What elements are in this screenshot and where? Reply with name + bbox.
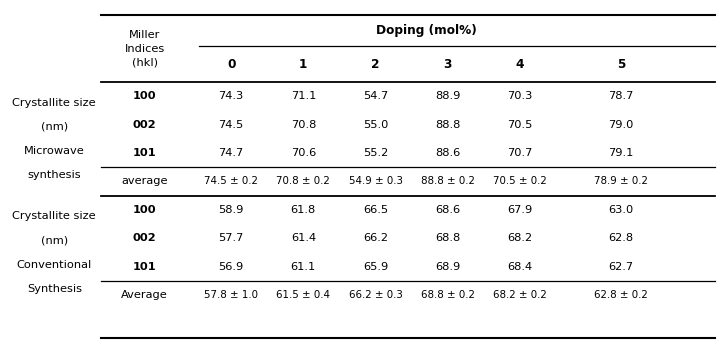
Text: 2: 2 bbox=[371, 57, 379, 71]
Text: 68.2: 68.2 bbox=[507, 233, 532, 243]
Text: 100: 100 bbox=[133, 205, 156, 215]
Text: 65.9: 65.9 bbox=[363, 262, 388, 272]
Text: Crystallite size: Crystallite size bbox=[12, 98, 96, 108]
Text: 74.7: 74.7 bbox=[219, 148, 244, 158]
Text: 88.8 ± 0.2: 88.8 ± 0.2 bbox=[421, 176, 475, 186]
Text: 61.4: 61.4 bbox=[291, 233, 316, 243]
Text: Synthesis: Synthesis bbox=[27, 284, 82, 294]
Text: 61.1: 61.1 bbox=[291, 262, 316, 272]
Text: 1: 1 bbox=[299, 57, 308, 71]
Text: 78.9 ± 0.2: 78.9 ± 0.2 bbox=[594, 176, 648, 186]
Text: 62.8: 62.8 bbox=[608, 233, 633, 243]
Text: 79.1: 79.1 bbox=[608, 148, 634, 158]
Text: Microwave: Microwave bbox=[24, 146, 84, 156]
Text: 70.7: 70.7 bbox=[507, 148, 533, 158]
Text: 71.1: 71.1 bbox=[291, 91, 316, 101]
Text: 68.6: 68.6 bbox=[435, 205, 460, 215]
Text: 54.9 ± 0.3: 54.9 ± 0.3 bbox=[348, 176, 403, 186]
Text: average: average bbox=[121, 176, 168, 186]
Text: 79.0: 79.0 bbox=[608, 120, 634, 130]
Text: 5: 5 bbox=[616, 57, 625, 71]
Text: 002: 002 bbox=[133, 233, 156, 243]
Text: 68.9: 68.9 bbox=[435, 262, 460, 272]
Text: 68.4: 68.4 bbox=[507, 262, 532, 272]
Text: 54.7: 54.7 bbox=[363, 91, 388, 101]
Text: 74.5: 74.5 bbox=[219, 120, 244, 130]
Text: 74.3: 74.3 bbox=[219, 91, 244, 101]
Text: Doping (mol%): Doping (mol%) bbox=[376, 24, 476, 37]
Text: 57.7: 57.7 bbox=[218, 233, 244, 243]
Text: 88.6: 88.6 bbox=[435, 148, 460, 158]
Text: 58.9: 58.9 bbox=[218, 205, 244, 215]
Text: 68.8 ± 0.2: 68.8 ± 0.2 bbox=[421, 290, 475, 300]
Text: 61.8: 61.8 bbox=[291, 205, 316, 215]
Text: 101: 101 bbox=[133, 148, 156, 158]
Text: 68.2 ± 0.2: 68.2 ± 0.2 bbox=[493, 290, 547, 300]
Text: Crystallite size: Crystallite size bbox=[12, 211, 96, 221]
Text: 62.8 ± 0.2: 62.8 ± 0.2 bbox=[594, 290, 648, 300]
Text: 3: 3 bbox=[443, 57, 452, 71]
Text: 101: 101 bbox=[133, 262, 156, 272]
Text: (nm): (nm) bbox=[41, 235, 68, 245]
Text: 4: 4 bbox=[515, 57, 524, 71]
Text: 70.3: 70.3 bbox=[507, 91, 533, 101]
Text: 66.2: 66.2 bbox=[363, 233, 388, 243]
Text: 66.5: 66.5 bbox=[363, 205, 388, 215]
Text: Miller
Indices
(hkl): Miller Indices (hkl) bbox=[124, 29, 164, 67]
Text: 100: 100 bbox=[133, 91, 156, 101]
Text: 70.8: 70.8 bbox=[291, 120, 316, 130]
Text: 002: 002 bbox=[133, 120, 156, 130]
Text: (nm): (nm) bbox=[41, 122, 68, 132]
Text: 61.5 ± 0.4: 61.5 ± 0.4 bbox=[276, 290, 330, 300]
Text: synthesis: synthesis bbox=[28, 170, 81, 180]
Text: 56.9: 56.9 bbox=[219, 262, 244, 272]
Text: 63.0: 63.0 bbox=[608, 205, 633, 215]
Text: 70.5 ± 0.2: 70.5 ± 0.2 bbox=[493, 176, 547, 186]
Text: 55.2: 55.2 bbox=[363, 148, 388, 158]
Text: 68.8: 68.8 bbox=[435, 233, 460, 243]
Text: 0: 0 bbox=[227, 57, 236, 71]
Text: 62.7: 62.7 bbox=[608, 262, 633, 272]
Text: 88.9: 88.9 bbox=[435, 91, 460, 101]
Text: 78.7: 78.7 bbox=[608, 91, 634, 101]
Text: 67.9: 67.9 bbox=[507, 205, 532, 215]
Text: 70.5: 70.5 bbox=[507, 120, 533, 130]
Text: 70.6: 70.6 bbox=[291, 148, 316, 158]
Text: 88.8: 88.8 bbox=[435, 120, 460, 130]
Text: Average: Average bbox=[121, 290, 168, 300]
Text: 66.2 ± 0.3: 66.2 ± 0.3 bbox=[348, 290, 403, 300]
Text: Conventional: Conventional bbox=[17, 260, 92, 270]
Text: 55.0: 55.0 bbox=[363, 120, 388, 130]
Text: 57.8 ± 1.0: 57.8 ± 1.0 bbox=[204, 290, 258, 300]
Text: 74.5 ± 0.2: 74.5 ± 0.2 bbox=[204, 176, 258, 186]
Text: 70.8 ± 0.2: 70.8 ± 0.2 bbox=[276, 176, 330, 186]
